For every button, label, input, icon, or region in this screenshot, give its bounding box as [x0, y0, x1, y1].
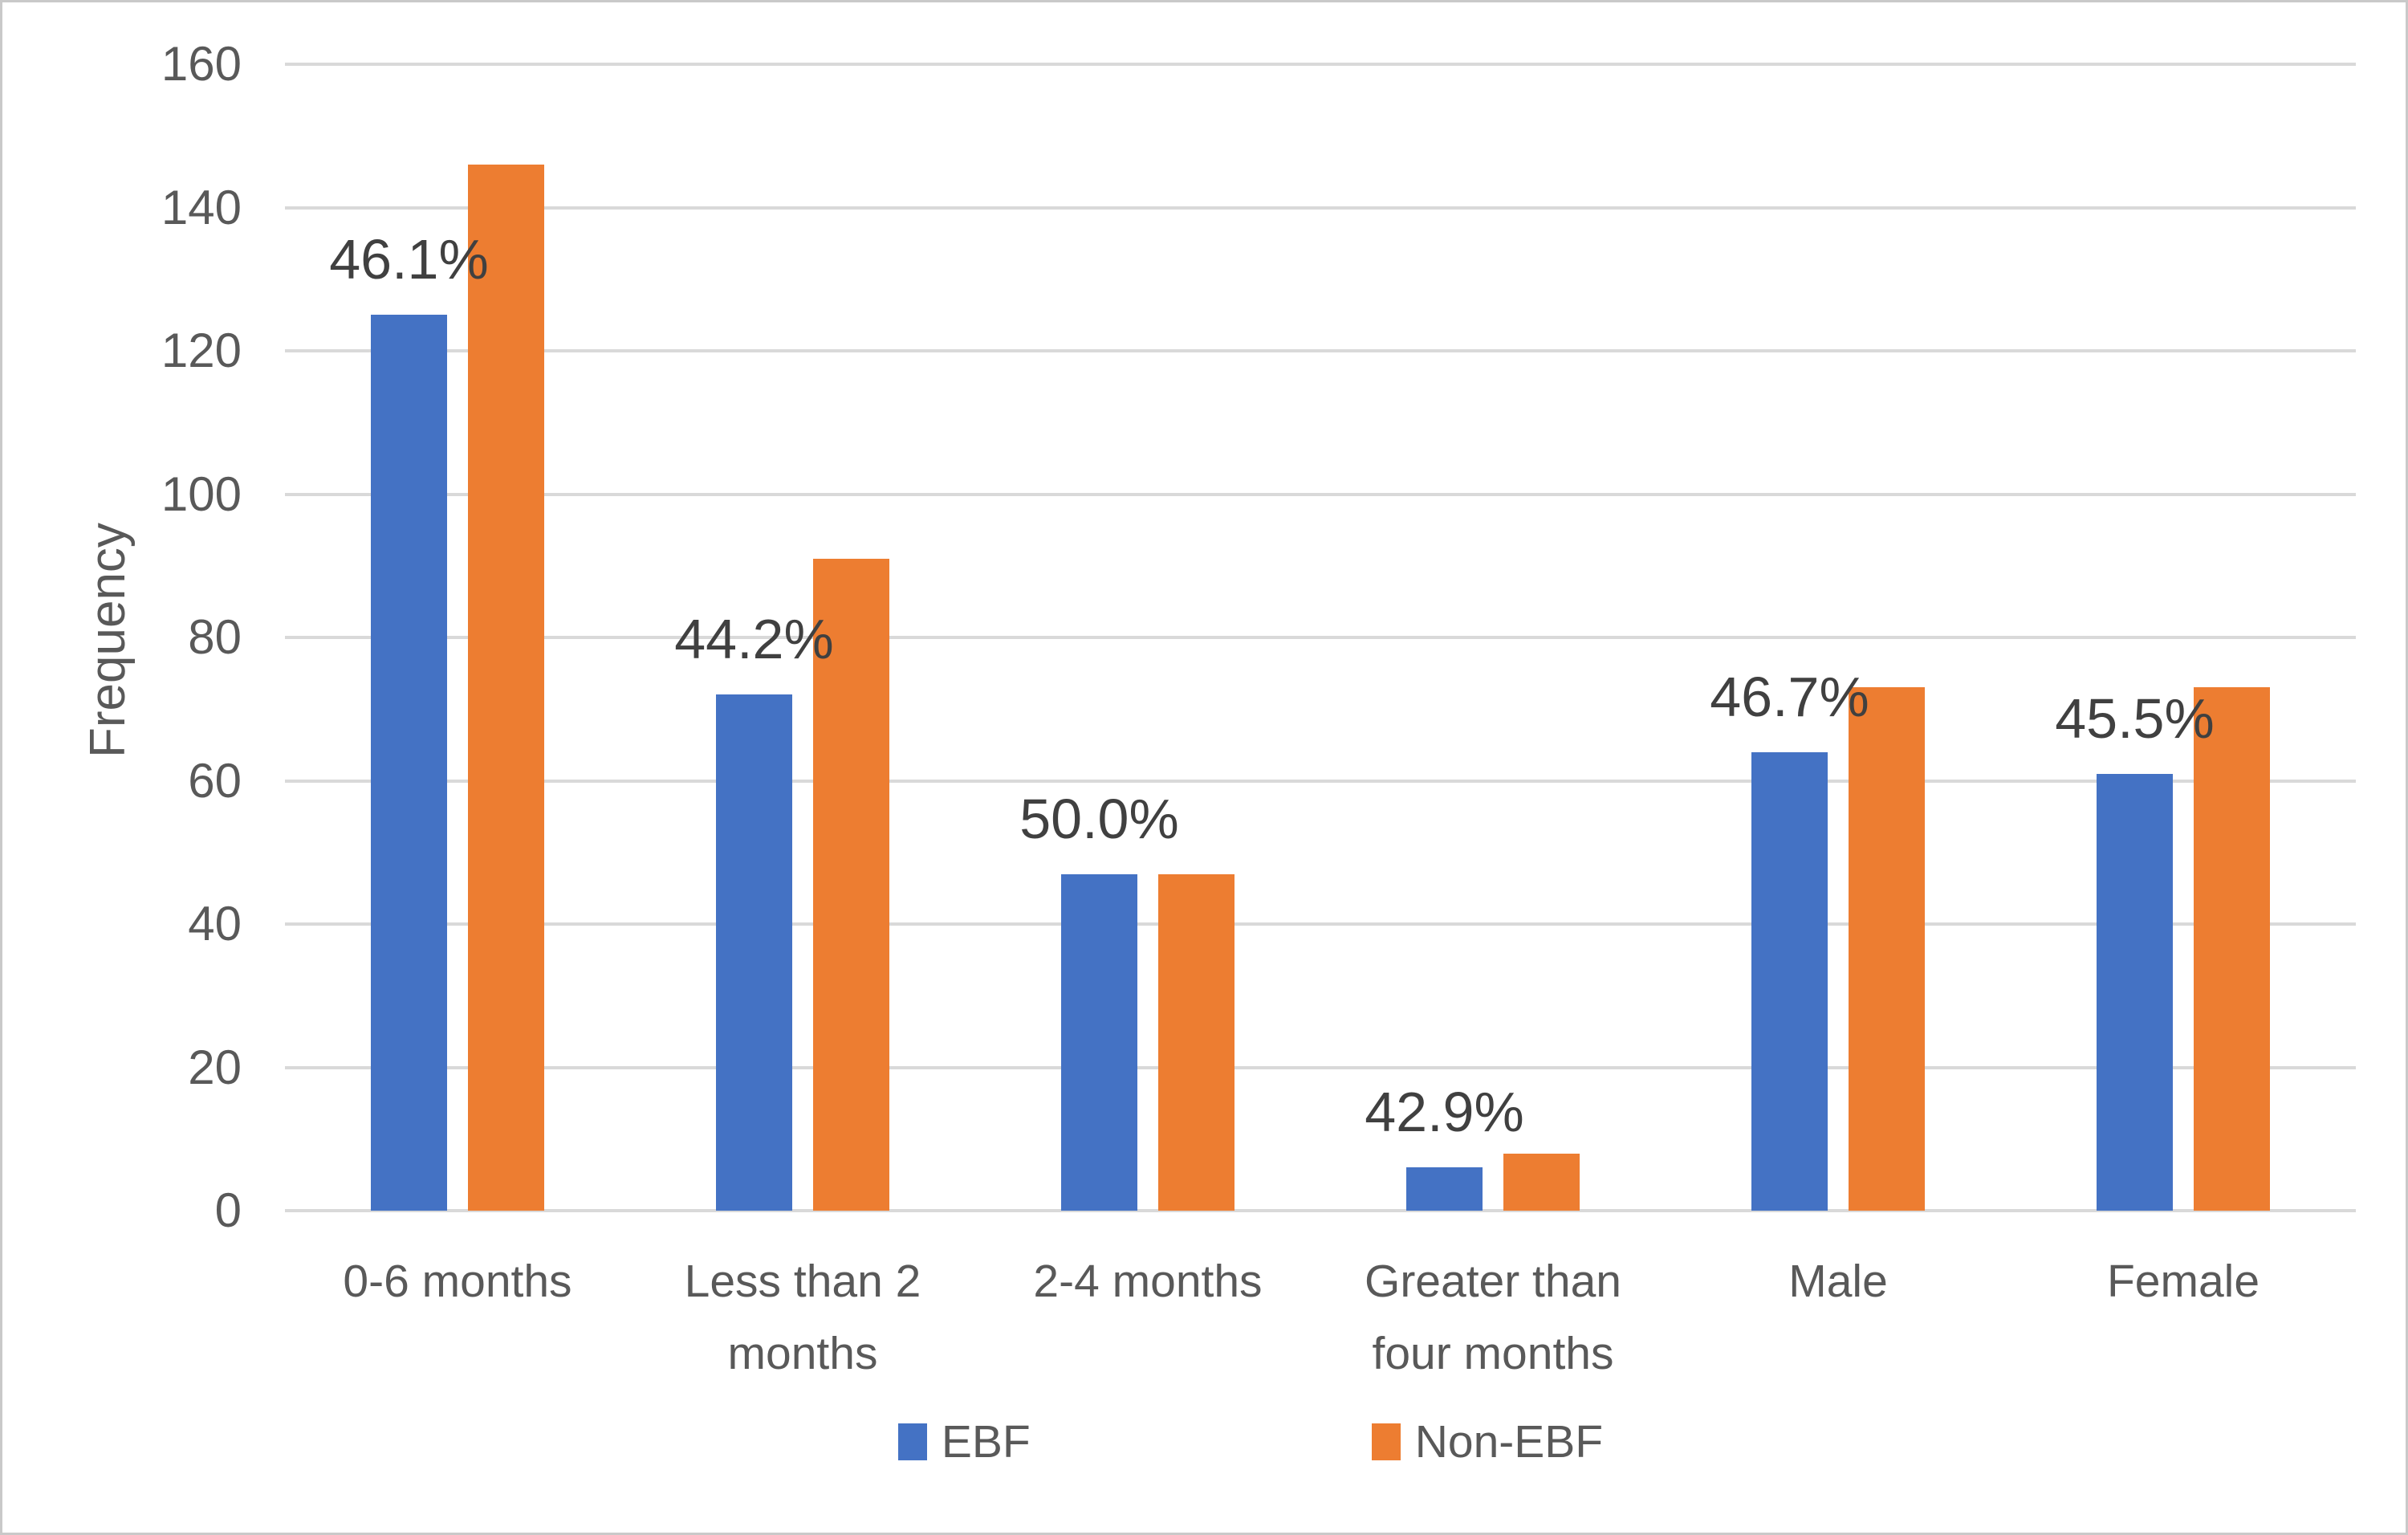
bar-ebf-female	[2097, 773, 2173, 1211]
y-tick-label-40: 40	[188, 897, 242, 951]
y-tick-label-60: 60	[188, 753, 242, 808]
bar-non-ebf-greater-than-four-months	[1503, 1153, 1580, 1211]
legend-label-ebf: EBF	[941, 1416, 1031, 1468]
x-category-label-greater-than-four-months: Greater than four months	[1364, 1256, 1621, 1379]
bar-ebf-greater-than-four-months	[1406, 1167, 1483, 1211]
gridline-120	[285, 349, 2356, 352]
gridline-40	[285, 922, 2356, 926]
y-tick-label-120: 120	[161, 324, 242, 377]
x-category-label-0-6-months: 0-6 months	[343, 1256, 572, 1307]
data-label-female: 45.5%	[2055, 686, 2215, 750]
legend-label-non-ebf: Non-EBF	[1414, 1416, 1604, 1468]
y-tick-label-0: 0	[214, 1183, 242, 1237]
data-label-greater-than-four-months: 42.9%	[1365, 1081, 1524, 1144]
x-category-label-less-than-2-months: Less than 2 months	[684, 1256, 921, 1379]
data-label-0-6-months: 46.1%	[329, 228, 489, 291]
data-label-male: 46.7%	[1710, 665, 1869, 728]
bar-non-ebf-male	[1849, 687, 1925, 1211]
legend-entry-ebf: EBF	[897, 1415, 1031, 1468]
y-tick-label-20: 20	[188, 1040, 242, 1094]
bar-non-ebf-female	[2194, 687, 2270, 1211]
gridline-60	[285, 779, 2356, 783]
legend: EBF Non-EBF	[91, 1414, 2406, 1470]
bar-ebf-2-4-months	[1061, 873, 1137, 1211]
gridline-0	[285, 1209, 2356, 1212]
legend-swatch-ebf-icon	[897, 1423, 927, 1460]
bar-non-ebf-0-6-months	[468, 164, 544, 1211]
x-category-label-female: Female	[2106, 1256, 2260, 1307]
gridline-100	[285, 492, 2356, 496]
bar-non-ebf-less-than-2-months	[813, 558, 889, 1211]
data-label-2-4-months: 50.0%	[1019, 787, 1179, 850]
bar-ebf-male	[1751, 751, 1828, 1211]
bar-non-ebf-2-4-months	[1158, 873, 1235, 1211]
x-category-label-male: Male	[1788, 1256, 1888, 1307]
y-tick-label-140: 140	[161, 180, 242, 234]
gridline-20	[285, 1065, 2356, 1069]
gridline-140	[285, 206, 2356, 210]
y-tick-label-160: 160	[161, 37, 242, 91]
bar-ebf-less-than-2-months	[716, 694, 792, 1211]
gridline-80	[285, 636, 2356, 639]
legend-entry-non-ebf: Non-EBF	[1371, 1415, 1604, 1468]
y-tick-label-100: 100	[161, 466, 242, 521]
data-label-less-than-2-months: 44.2%	[674, 608, 834, 671]
y-tick-label-80: 80	[188, 610, 242, 664]
gridline-160	[285, 63, 2356, 66]
bar-ebf-0-6-months	[371, 315, 447, 1211]
x-category-label-2-4-months: 2-4 months	[1033, 1256, 1263, 1307]
legend-swatch-non-ebf-icon	[1371, 1423, 1401, 1460]
